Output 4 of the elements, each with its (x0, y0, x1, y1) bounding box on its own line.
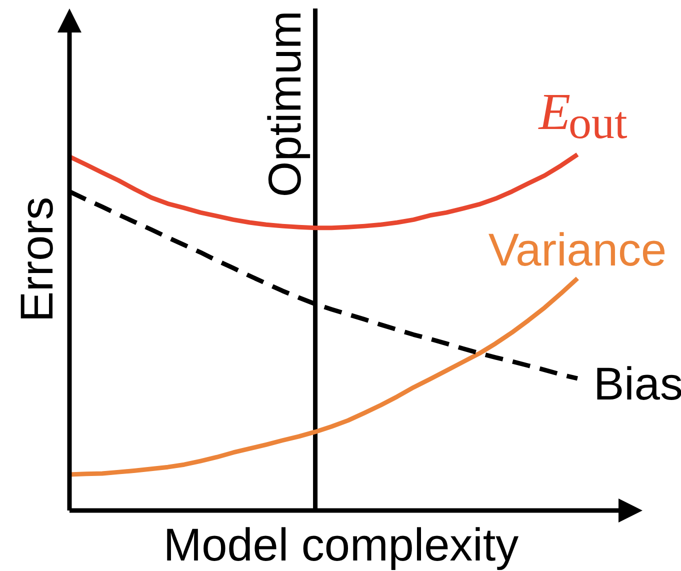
x-axis-title: Model complexity (163, 518, 519, 570)
y-axis-title: Errors (10, 196, 62, 322)
annotation: Optimum (258, 10, 310, 198)
series-label: Variance (488, 223, 667, 276)
